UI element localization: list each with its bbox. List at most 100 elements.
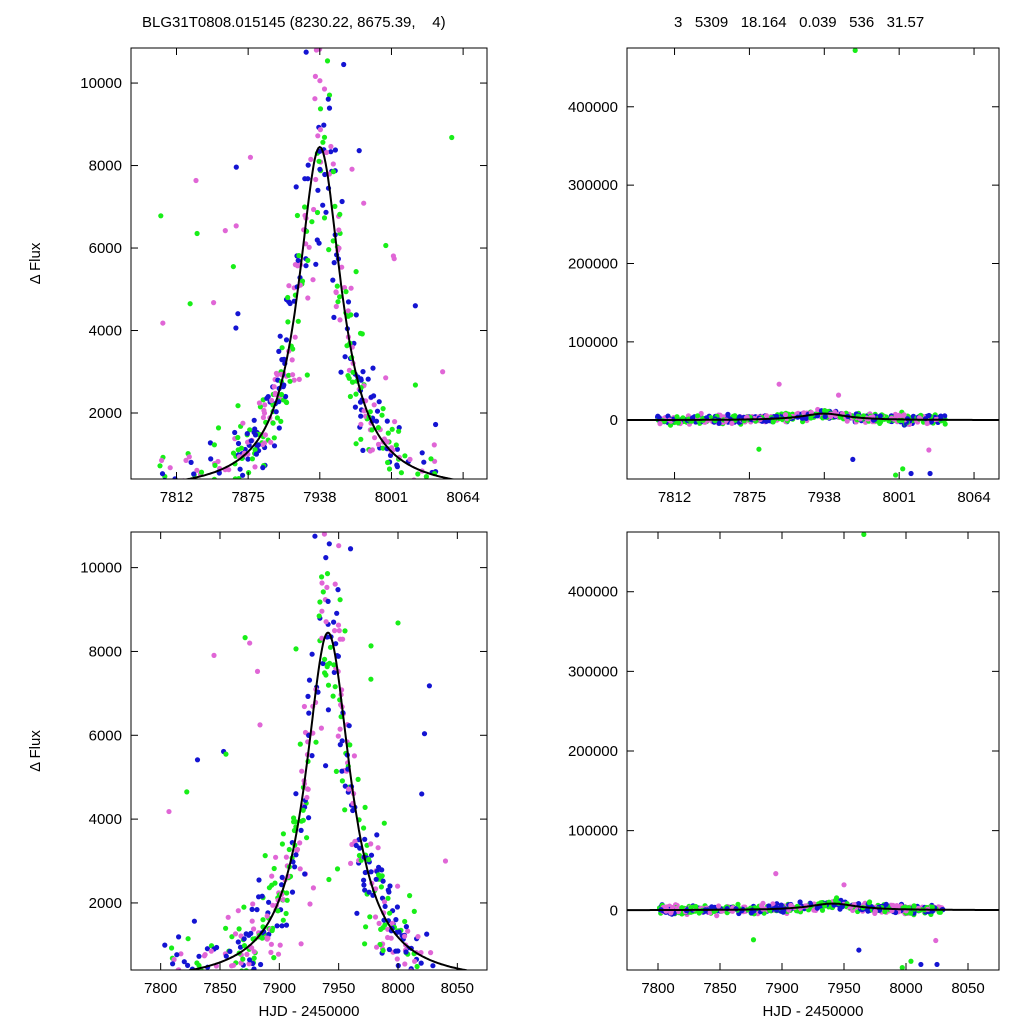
data-point — [240, 956, 246, 962]
data-point — [302, 176, 308, 182]
data-point — [313, 176, 319, 183]
data-point — [433, 421, 439, 428]
data-point — [335, 622, 342, 628]
data-point — [235, 447, 241, 453]
data-point — [211, 300, 217, 306]
data-point — [185, 514, 190, 519]
data-point — [426, 683, 432, 689]
data-point — [927, 470, 933, 477]
data-point — [766, 903, 772, 909]
data-point — [381, 899, 388, 905]
data-point — [236, 926, 242, 932]
data-points-bottom-right — [627, 532, 999, 970]
data-point — [241, 904, 247, 910]
data-point — [174, 952, 180, 958]
data-point — [380, 925, 386, 931]
data-point — [316, 240, 322, 246]
panel-top-left: 7812 7875 7938 8001 8064 2000 4000 6000 8000 1000… — [27, 47, 488, 519]
data-point — [286, 846, 292, 853]
data-point — [260, 442, 266, 448]
data-point — [252, 464, 258, 470]
data-point — [385, 430, 391, 436]
data-point — [292, 864, 298, 870]
data-point — [334, 610, 340, 616]
data-point — [233, 325, 239, 331]
data-point — [251, 949, 257, 955]
data-point — [440, 369, 446, 375]
data-point — [822, 414, 828, 420]
data-point — [277, 333, 283, 339]
data-point — [326, 876, 332, 883]
x-axis-label: HJD - 2450000 — [763, 1003, 864, 1020]
data-point — [408, 489, 413, 494]
data-point — [411, 908, 417, 915]
y-axis-label: Δ Flux — [27, 730, 44, 772]
data-point — [251, 926, 257, 932]
data-point — [313, 739, 319, 745]
data-point — [305, 786, 311, 792]
data-point — [310, 885, 316, 891]
data-point — [224, 486, 229, 491]
data-point — [191, 918, 197, 924]
data-point — [714, 913, 720, 919]
data-point — [244, 431, 250, 437]
data-point — [302, 204, 308, 210]
data-point — [346, 723, 352, 729]
fit-parameters: 3 5309 18.164 0.039 536 31.57 — [674, 14, 925, 31]
data-point — [357, 330, 364, 336]
data-point — [165, 481, 170, 486]
x-tick-label: 8050 — [441, 980, 474, 997]
data-point — [353, 391, 359, 397]
data-point — [268, 949, 274, 956]
data-point — [428, 456, 434, 462]
data-point — [358, 377, 364, 383]
data-point — [317, 127, 323, 133]
data-point — [273, 854, 279, 860]
data-point — [215, 481, 220, 486]
data-point — [212, 462, 218, 468]
data-point — [274, 923, 280, 929]
data-point — [230, 263, 236, 270]
data-point — [308, 156, 314, 162]
data-point — [177, 969, 180, 970]
x-tick-label: 7938 — [303, 489, 336, 506]
data-point — [926, 412, 932, 419]
data-point — [379, 412, 385, 418]
data-point — [431, 986, 436, 991]
data-point — [304, 835, 310, 841]
data-point — [201, 491, 206, 496]
y-tick-label: 10000 — [80, 560, 122, 577]
x-tick-label: 7812 — [160, 489, 193, 506]
data-point — [298, 818, 305, 824]
data-point — [305, 295, 311, 301]
data-point — [414, 963, 420, 970]
data-point — [260, 917, 266, 923]
data-point — [360, 447, 366, 453]
data-point — [210, 492, 215, 497]
y-tick-label: 0 — [610, 412, 618, 429]
data-point — [331, 260, 337, 266]
data-point — [850, 456, 856, 463]
data-point — [180, 982, 185, 987]
data-point — [259, 893, 265, 899]
data-point — [171, 480, 176, 485]
data-point — [336, 227, 342, 233]
data-point — [449, 134, 455, 141]
data-point — [260, 465, 266, 471]
y-tick-label: 4000 — [89, 323, 122, 340]
data-point — [298, 941, 304, 947]
data-point — [193, 989, 198, 994]
data-point — [348, 860, 354, 867]
data-point — [398, 470, 404, 476]
data-point — [396, 428, 402, 434]
data-point — [222, 228, 228, 234]
data-point — [382, 903, 388, 910]
data-point — [189, 481, 194, 486]
data-point — [324, 571, 331, 577]
data-point — [283, 393, 289, 400]
data-point — [271, 443, 278, 449]
data-point — [353, 269, 359, 275]
data-point — [369, 427, 375, 433]
data-point — [657, 421, 663, 427]
data-point — [856, 947, 862, 953]
